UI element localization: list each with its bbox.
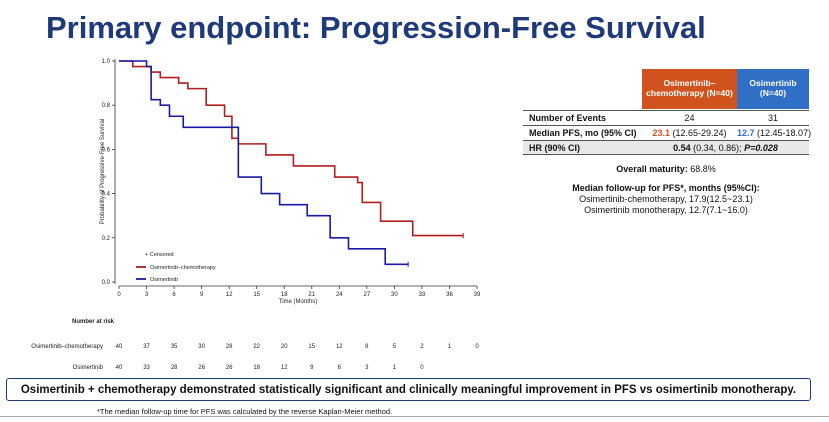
x-tick-label: 36 — [446, 292, 453, 298]
legend-censored: + Censored — [145, 252, 174, 258]
risk-row-combo: Osimertinib–chemotherapy 40 37 35 30 28 22 20 15… — [0, 344, 829, 354]
hr-number: 0.54 — [673, 143, 691, 153]
x-tick-label: 33 — [419, 292, 426, 298]
x-tick-label: 12 — [226, 292, 233, 298]
series-line-mono — [119, 60, 409, 266]
x-tick-label: 24 — [336, 292, 343, 298]
risk-count: 6 — [337, 365, 341, 371]
median-combo: 23.1 (12.65-29.24) — [642, 128, 737, 138]
table-head-mono: Osimertinib (N=40) — [737, 69, 809, 109]
x-tick-label: 30 — [391, 292, 398, 298]
median-mono: 12.7 (12.45-18.07) — [737, 128, 812, 138]
risk-count: 12 — [335, 344, 343, 350]
events-mono: 31 — [767, 113, 778, 123]
risk-count: 28 — [225, 344, 233, 350]
page-title: Primary endpoint: Progression-Free Survi… — [46, 10, 706, 45]
legend-label-combo: Osimertinib–chemotherapy — [150, 265, 216, 271]
y-tick-label: 0.2 — [102, 236, 111, 242]
legend-label-mono: Osimertinib — [150, 277, 178, 283]
risk-count: 33 — [143, 365, 150, 371]
risk-count: 22 — [253, 344, 261, 350]
table-row-hr: HR (90% CI) 0.54 (0.34, 0.86); P=0.028 — [523, 140, 809, 155]
footnote: *The median follow-up time for PFS was c… — [97, 407, 393, 416]
maturity-label: Overall maturity: — [616, 164, 688, 174]
overall-maturity: Overall maturity: 68.8% — [523, 164, 809, 174]
followup-line-combo: Osimertinib-chemotherapy, 17.9(12.5~23.1… — [579, 194, 753, 204]
risk-count: 20 — [280, 344, 288, 350]
x-tick-label: 18 — [281, 292, 288, 298]
series-line-combo — [119, 60, 464, 237]
y-axis-label: Probability of Progressive-Free Survival — [100, 119, 106, 224]
followup-header: Median follow-up for PFS*, months (95%CI… — [572, 183, 760, 193]
median-mono-value: 12.7 — [737, 128, 755, 138]
risk-table-title: Number at risk — [72, 319, 115, 325]
x-tick-label: 0 — [117, 292, 121, 298]
events-combo: 24 — [684, 113, 695, 123]
y-tick-label: 0.6 — [102, 147, 111, 153]
followup-line-mono: Osimertinib monotherapy, 12.7(7.1~16.0) — [584, 205, 748, 215]
maturity-value: 68.8% — [687, 164, 716, 174]
risk-count: 40 — [115, 365, 123, 371]
risk-row-label: Osimertinib–chemotherapy — [31, 344, 103, 350]
table-row-median: Median PFS, mo (95% CI) 23.1 (12.65-29.2… — [523, 125, 812, 140]
hr-ci: (0.34, 0.86); — [690, 143, 745, 153]
table-row-events: Number of Events 24 31 — [523, 110, 809, 125]
risk-count: 8 — [365, 344, 369, 350]
risk-count: 9 — [310, 365, 314, 371]
x-tick-label: 9 — [200, 292, 204, 298]
risk-count: 30 — [198, 344, 205, 350]
risk-count: 26 — [225, 365, 233, 371]
hr-label: HR (90% CI) — [529, 143, 581, 153]
median-combo-ci: (12.65-29.24) — [669, 128, 727, 138]
followup-block: Median follow-up for PFS*, months (95%CI… — [523, 183, 809, 216]
risk-row-label: Osimertinib — [72, 365, 103, 371]
median-label: Median PFS, mo (95% CI) — [529, 128, 637, 138]
risk-count: 5 — [392, 344, 397, 350]
risk-count: 37 — [143, 344, 150, 350]
y-tick-label: 1.0 — [102, 59, 111, 65]
x-tick-label: 39 — [474, 292, 481, 298]
risk-count: 0 — [475, 344, 479, 350]
x-tick-label: 27 — [364, 292, 371, 298]
y-tick-label: 0.4 — [102, 192, 111, 198]
risk-count: 40 — [115, 344, 123, 350]
risk-count: 1 — [447, 344, 452, 350]
risk-count: 12 — [280, 365, 288, 371]
hr-pvalue: P=0.028 — [744, 143, 778, 153]
risk-count: 3 — [365, 365, 369, 371]
x-tick-label: 3 — [145, 292, 149, 298]
x-axis-label: Time (Months) — [279, 299, 317, 305]
risk-count: 2 — [420, 344, 424, 350]
x-tick-label: 15 — [253, 292, 260, 298]
median-mono-ci: (12.45-18.07) — [754, 128, 812, 138]
risk-count: 35 — [170, 344, 178, 350]
x-tick-label: 21 — [308, 292, 315, 298]
risk-count: 28 — [170, 365, 178, 371]
conclusion-box: Osimertinib + chemotherapy demonstrated … — [6, 378, 811, 401]
risk-count: 1 — [392, 365, 397, 371]
risk-count: 18 — [253, 365, 261, 371]
footer-divider — [0, 416, 829, 417]
table-head-combo: Osimertinib–chemotherapy (N=40) — [642, 69, 737, 109]
x-tick-label: 6 — [172, 292, 176, 298]
risk-count: 15 — [308, 344, 316, 350]
risk-count: 0 — [420, 365, 424, 371]
risk-count: 26 — [198, 365, 205, 371]
km-chart: 0.00.20.40.60.81.00 3 6 9 12 15 18 21 24 27 30 33 36… — [100, 59, 481, 305]
events-label: Number of Events — [529, 113, 607, 123]
risk-row-mono: Osimertinib 40 33 28 26 26 18 12 9 6 3 1 0 — [0, 365, 829, 375]
hr-value: 0.54 (0.34, 0.86); P=0.028 — [642, 143, 809, 153]
y-tick-label: 0.8 — [102, 103, 111, 109]
median-combo-value: 23.1 — [652, 128, 670, 138]
y-tick-label: 0.0 — [102, 280, 111, 286]
